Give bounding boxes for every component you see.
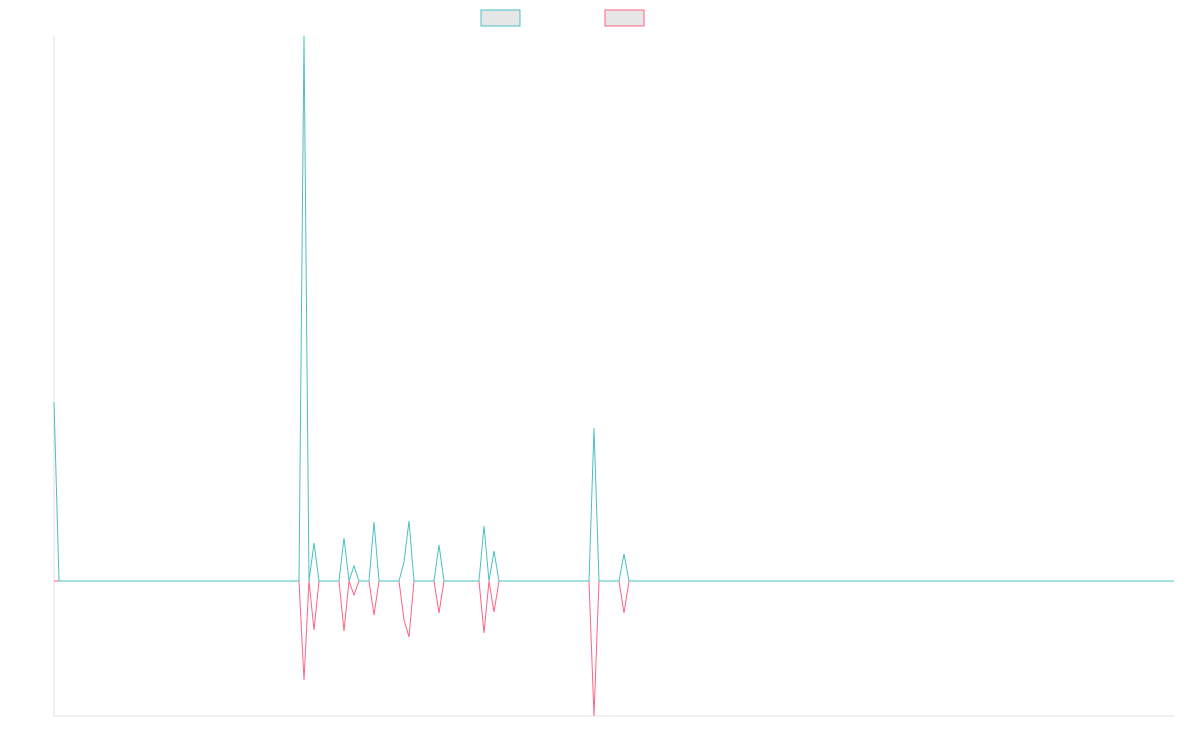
series-line	[54, 580, 1174, 717]
legend-swatch[interactable]	[604, 9, 645, 27]
series-line	[53, 35, 1174, 582]
legend-swatch[interactable]	[480, 9, 521, 27]
